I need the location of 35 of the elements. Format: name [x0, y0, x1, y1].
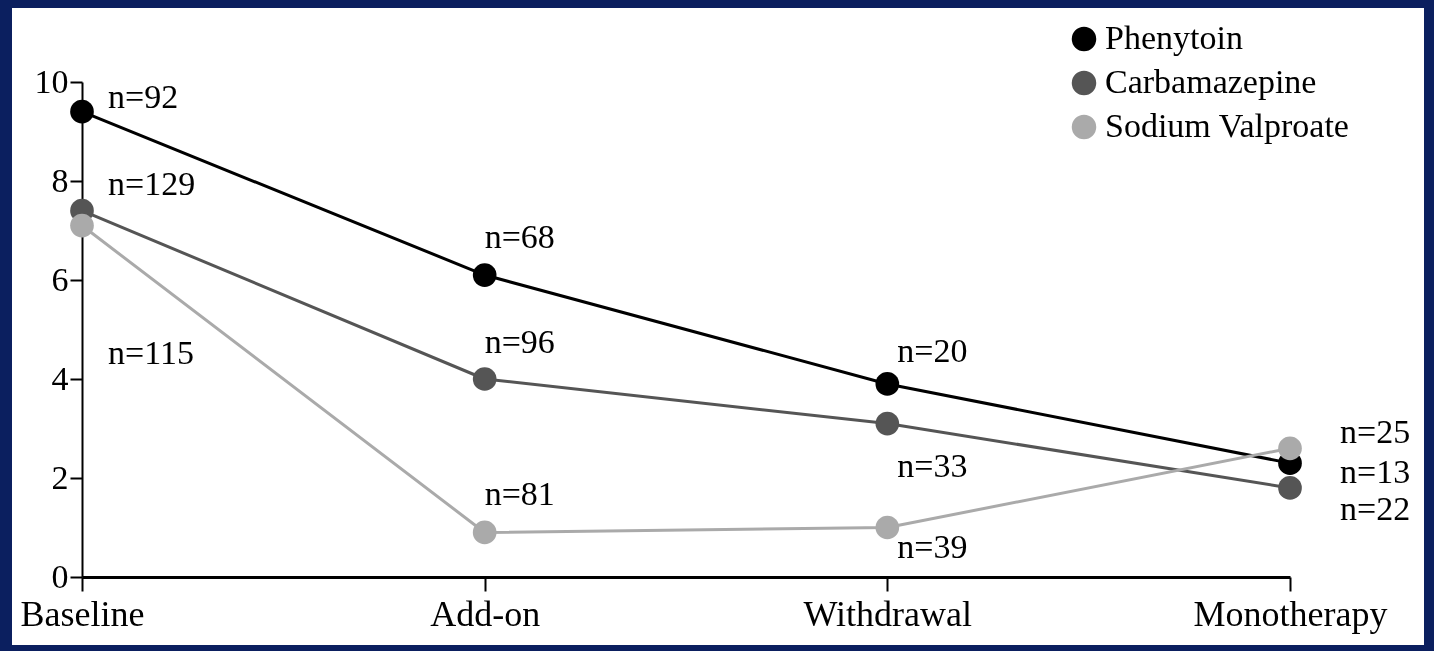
annotation: n=96: [484, 323, 555, 360]
annotation: n=92: [108, 77, 179, 115]
point: [875, 411, 900, 436]
x-tick-label: Monotherapy: [1193, 593, 1388, 634]
annotation: n=129: [108, 164, 196, 202]
point: [1278, 476, 1302, 500]
annotation: n=68: [484, 218, 555, 256]
point: [875, 372, 900, 396]
annotation: n=39: [897, 527, 968, 565]
annotation: n=81: [484, 475, 555, 513]
y-tick-label: 0: [51, 557, 69, 595]
point: [472, 520, 497, 545]
point: [875, 515, 900, 540]
legend-label: Sodium Valproate: [1105, 107, 1349, 144]
point: [70, 99, 94, 124]
point: [1278, 436, 1302, 461]
y-tick-label: 6: [51, 260, 69, 298]
annotation: n=20: [897, 331, 968, 369]
legend-label: Carbamazepine: [1105, 63, 1317, 100]
annotation: n=25: [1340, 413, 1411, 451]
y-tick-label: 10: [34, 62, 69, 100]
annotation: n=115: [108, 334, 194, 371]
x-tick-label: Baseline: [20, 593, 145, 634]
y-tick-label: 8: [51, 161, 69, 199]
point: [472, 263, 497, 287]
annotation: n=22: [1340, 489, 1411, 527]
point: [70, 213, 94, 238]
annotation: n=33: [897, 446, 968, 484]
annotation: n=13: [1340, 453, 1411, 491]
x-tick-label: Add-on: [430, 593, 541, 634]
y-tick-label: 2: [51, 458, 69, 496]
legend-label: Phenytoin: [1105, 19, 1243, 56]
y-tick-label: 4: [51, 359, 69, 397]
point: [472, 367, 497, 391]
x-tick-label: Withdrawal: [803, 593, 973, 634]
